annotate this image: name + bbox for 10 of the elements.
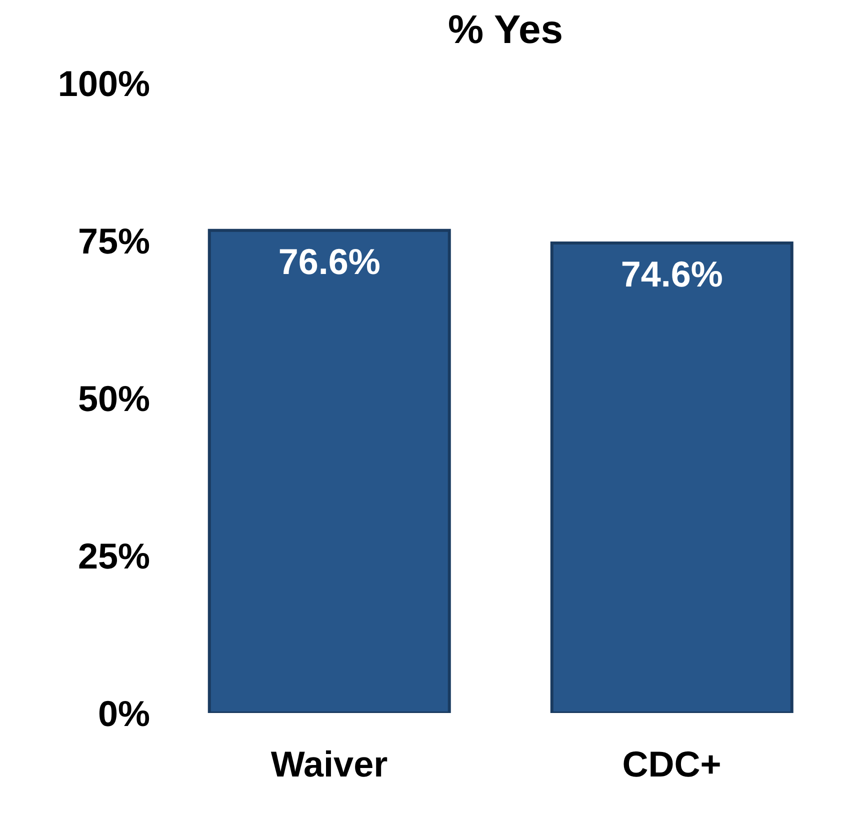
data-label: 74.6% bbox=[620, 254, 723, 295]
y-tick-label: 25% bbox=[78, 535, 150, 576]
y-tick-label: 75% bbox=[78, 220, 150, 262]
x-tick-label: CDC+ bbox=[622, 744, 722, 785]
y-tick-label: 50% bbox=[78, 378, 150, 419]
data-label: 76.6% bbox=[278, 240, 380, 282]
chart-title: % Yes bbox=[447, 8, 564, 53]
y-tick-label: 100% bbox=[58, 62, 150, 104]
y-tick-label: 0% bbox=[98, 692, 150, 734]
x-tick-label: Waiver bbox=[270, 744, 388, 785]
